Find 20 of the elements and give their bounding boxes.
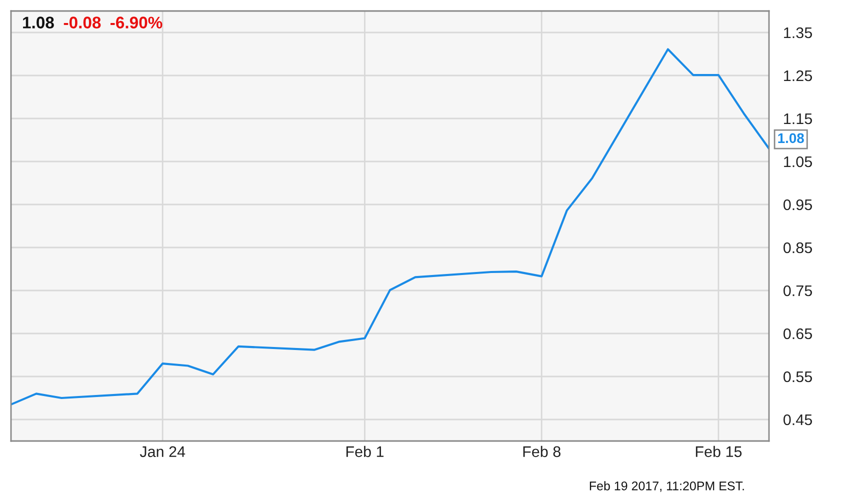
x-tick-label: Feb 15 (696, 446, 742, 458)
y-tick-label: 0.45 (783, 414, 812, 426)
y-tick-label: 0.85 (783, 242, 812, 254)
annotation: -6.90% (110, 16, 162, 28)
line-series (11, 48, 769, 406)
x-tick-label: Feb 8 (523, 446, 560, 458)
y-tick-label: 0.75 (783, 285, 812, 296)
text: Feb 19 2017, 11:20PM EST. (590, 481, 744, 492)
y-tick-label: 1.35 (784, 27, 812, 38)
y-tick-label: 0.95 (783, 199, 812, 210)
y-tick-label: 1.15 (784, 114, 812, 124)
y-tick-label: 0.65 (783, 328, 812, 340)
y-tick-label: 1.05 (784, 156, 812, 168)
y-tick-label: 0.55 (783, 371, 812, 382)
x-tick-label: Feb 1 (346, 446, 384, 458)
y-tick-label: 1.25 (784, 70, 812, 82)
x-tick-label: Jan 24 (140, 446, 186, 458)
annotation: -0.08 (64, 16, 101, 28)
annotation: 1.08 (778, 133, 804, 144)
annotation: 1.08 (23, 16, 54, 28)
